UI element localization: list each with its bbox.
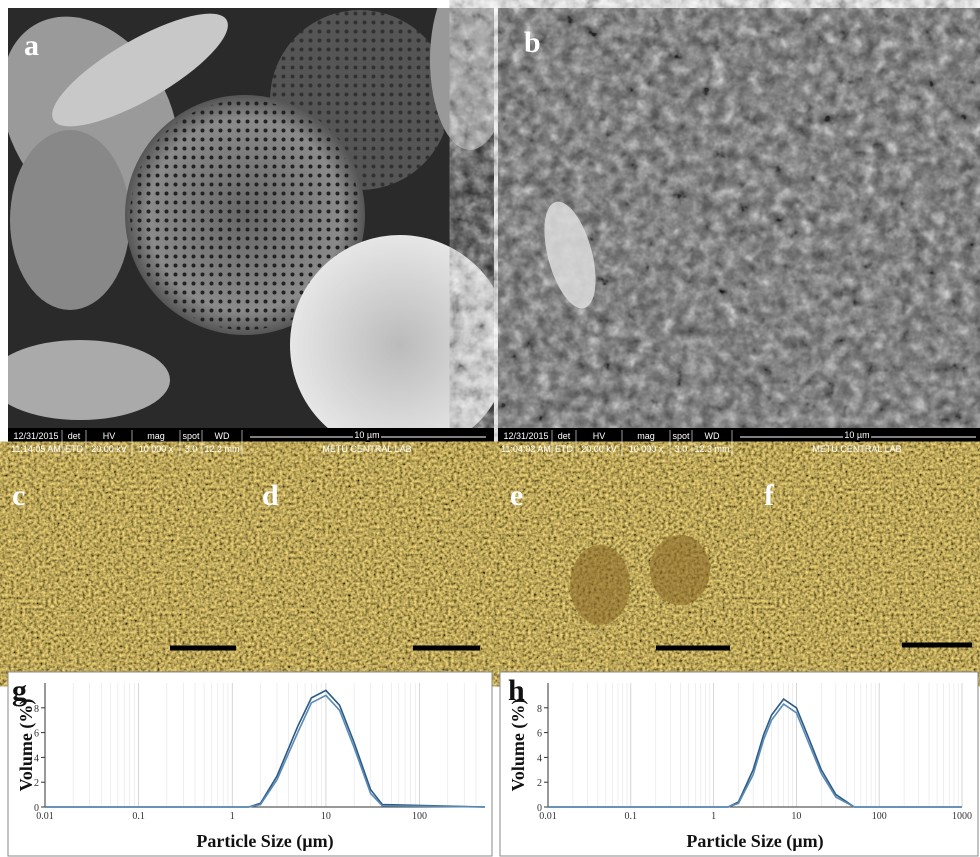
info-text: 10 000 x bbox=[629, 444, 664, 454]
x-tick-label: 1000 bbox=[952, 811, 972, 822]
y-tick-label: 6 bbox=[537, 729, 542, 740]
panel-label: b bbox=[524, 26, 541, 59]
info-text: WD bbox=[215, 431, 230, 441]
info-text: spot bbox=[672, 431, 690, 441]
sem-image-a bbox=[0, 0, 510, 455]
x-tick-label: 100 bbox=[872, 811, 887, 822]
x-tick-label: 10 bbox=[791, 811, 801, 822]
lab-name: METU CENTRAL LAB bbox=[322, 444, 411, 454]
micrographs bbox=[8, 462, 980, 666]
panel-label: f bbox=[764, 479, 775, 512]
panel-label: e bbox=[510, 479, 523, 512]
info-text: 12/31/2015 bbox=[13, 431, 58, 441]
info-text: ETD bbox=[65, 444, 84, 454]
info-text: 3.0 bbox=[185, 444, 198, 454]
y-axis-label: Volume (%) bbox=[16, 699, 37, 792]
figure: a b c d e f g h 12/31/201511:14:05 AMdet… bbox=[0, 0, 980, 857]
panel-label: d bbox=[262, 479, 279, 512]
chart-frame bbox=[500, 672, 978, 856]
scale-text: 10 µm bbox=[354, 430, 379, 440]
scale-text: 10 µm bbox=[844, 430, 869, 440]
x-tick-label: 1 bbox=[230, 811, 235, 822]
y-axis-label: Volume (%) bbox=[508, 699, 529, 792]
info-text: 20.00 kV bbox=[581, 444, 617, 454]
lab-name: METU CENTRAL LAB bbox=[812, 444, 901, 454]
info-text: 12.3 mm bbox=[694, 444, 729, 454]
panel-label: c bbox=[12, 479, 25, 512]
y-tick-label: 0 bbox=[34, 803, 39, 814]
info-text: 10 000 x bbox=[139, 444, 174, 454]
info-text: det bbox=[558, 431, 571, 441]
info-text: HV bbox=[593, 431, 606, 441]
info-text: mag bbox=[637, 431, 655, 441]
info-text: 12/31/2015 bbox=[503, 431, 548, 441]
info-text: mag bbox=[147, 431, 165, 441]
info-text: spot bbox=[182, 431, 200, 441]
x-axis-label: Particle Size (µm) bbox=[196, 831, 333, 852]
y-tick-label: 8 bbox=[537, 704, 542, 715]
x-tick-label: 10 bbox=[321, 811, 331, 822]
info-text: HV bbox=[103, 431, 116, 441]
y-tick-label: 0 bbox=[537, 803, 542, 814]
y-tick-label: 2 bbox=[537, 778, 542, 789]
info-text: WD bbox=[705, 431, 720, 441]
info-text: 12.2 mm bbox=[204, 444, 239, 454]
info-text: ETD bbox=[555, 444, 574, 454]
info-text: 3.0 bbox=[675, 444, 688, 454]
x-tick-label: 1 bbox=[711, 811, 716, 822]
sem-image-b bbox=[498, 8, 980, 428]
x-tick-label: 100 bbox=[412, 811, 427, 822]
y-tick-label: 4 bbox=[537, 753, 542, 764]
info-text: det bbox=[68, 431, 81, 441]
info-text: 20.00 kV bbox=[91, 444, 127, 454]
info-text: 11:04:02 AM bbox=[501, 444, 551, 454]
x-tick-label: 0.1 bbox=[625, 811, 638, 822]
info-text: 11:14:05 AM bbox=[11, 444, 61, 454]
x-axis-label: Particle Size (µm) bbox=[686, 831, 823, 852]
x-tick-label: 0.1 bbox=[132, 811, 145, 822]
panel-label: a bbox=[24, 29, 39, 62]
